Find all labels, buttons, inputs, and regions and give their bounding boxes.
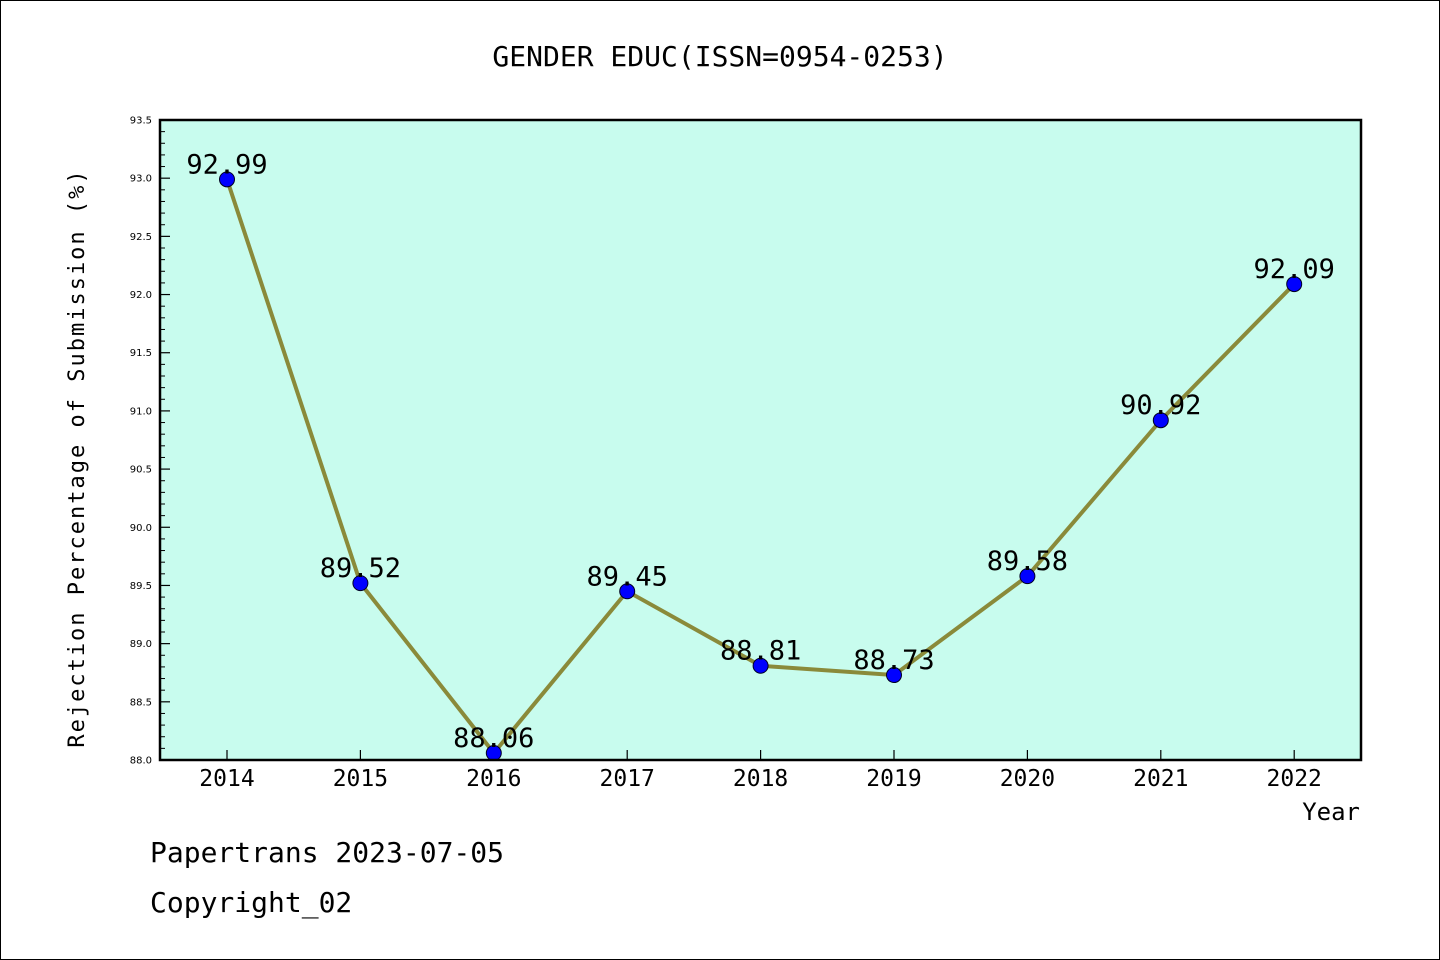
footer-date: Papertrans 2023-07-05 (150, 836, 505, 869)
y-tick-label: 90.5 (130, 465, 152, 476)
y-tick-label: 90.0 (130, 523, 152, 534)
data-label: 92.99 (186, 149, 267, 180)
y-tick-label: 91.0 (130, 406, 152, 417)
plot-area (160, 120, 1361, 760)
x-tick-label: 2019 (866, 766, 921, 792)
data-point (1286, 276, 1303, 293)
data-point (219, 171, 235, 188)
data-point (352, 575, 369, 592)
y-tick-label: 93.5 (130, 116, 152, 127)
data-label: 88.81 (720, 636, 801, 667)
data-label: 90.92 (1120, 390, 1201, 421)
data-label: 92.09 (1254, 254, 1335, 285)
x-axis: 2014 2015 2016 2017 2018 2019 2020 2021 2022 (199, 750, 1322, 792)
y-tick-label: 92.0 (130, 290, 152, 301)
x-tick-label: 2018 (733, 766, 788, 792)
data-label: 88.06 (453, 723, 534, 754)
x-tick-label: 2020 (1000, 766, 1055, 792)
x-tick-label: 2021 (1133, 766, 1188, 792)
y-tick-label: 92.5 (130, 232, 152, 243)
y-tick-label: 91.5 (130, 348, 152, 359)
data-point (752, 657, 769, 674)
data-point (1152, 412, 1169, 429)
data-label: 89.52 (320, 553, 401, 584)
data-label: 89.45 (587, 561, 668, 592)
x-tick-label: 2014 (199, 766, 254, 792)
y-axis-label: Rejection Percentage of Submission (%) (65, 168, 90, 747)
x-axis-label: Year (1302, 798, 1360, 826)
data-series: 92.99 89.52 88.06 89.45 88.81 88.73 89.58 90.92… (186, 149, 1335, 762)
x-tick-label: 2015 (333, 766, 388, 792)
data-point (886, 667, 902, 684)
y-axis: 88.0 88.5 89.0 89.5 90.0 90.5 91.0 91.5 92.0 92.5… (130, 116, 170, 767)
data-point (1019, 568, 1036, 585)
y-tick-label: 88.5 (130, 697, 152, 708)
chart-title: GENDER EDUC(ISSN=0954-0253) (492, 40, 947, 73)
x-tick-label: 2022 (1267, 766, 1322, 792)
x-tick-label: 2016 (466, 766, 521, 792)
footer-copyright: Copyright_02 (150, 886, 353, 919)
y-tick-label: 93.0 (130, 174, 152, 185)
x-tick-label: 2017 (600, 766, 655, 792)
data-point (619, 583, 636, 600)
plot-border (158, 118, 1363, 762)
data-label: 88.73 (853, 645, 934, 676)
y-tick-label: 89.0 (130, 639, 152, 650)
data-label: 89.58 (987, 546, 1068, 577)
y-tick-label: 89.5 (130, 581, 152, 592)
y-tick-label: 88.0 (130, 756, 152, 767)
